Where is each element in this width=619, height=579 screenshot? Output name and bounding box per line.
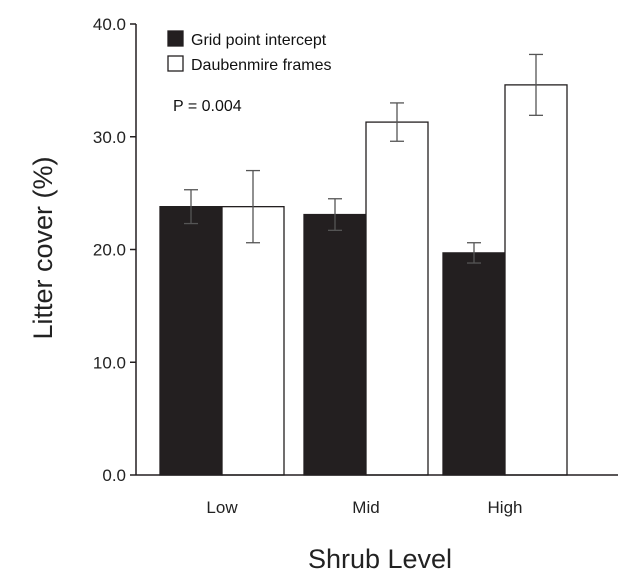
- p-value-annotation: P = 0.004: [173, 98, 242, 115]
- y-tick-label: 40.0: [93, 15, 126, 34]
- y-tick-label: 10.0: [93, 353, 126, 372]
- bar-grid-point-high: [442, 252, 506, 476]
- x-tick-label-low: Low: [206, 498, 238, 517]
- bar-daubenmire-low: [221, 206, 285, 476]
- legend-label-grid-point: Grid point intercept: [191, 32, 327, 49]
- y-tick-label: 30.0: [93, 128, 126, 147]
- bar-grid-point-mid: [303, 213, 367, 476]
- x-axis-title: Shrub Level: [308, 544, 452, 574]
- bar-daubenmire-high: [504, 84, 568, 476]
- legend-label-daubenmire: Daubenmire frames: [191, 57, 332, 74]
- y-tick-label: 20.0: [93, 241, 126, 260]
- y-tick-label: 0.0: [102, 466, 126, 485]
- legend-swatch-grid-point: [167, 30, 184, 47]
- bar-grid-point-low: [159, 206, 223, 476]
- legend: Grid point intercept Daubenmire frames: [167, 30, 332, 74]
- legend-swatch-daubenmire: [167, 55, 184, 72]
- plot-area: 0.0 10.0 20.0 30.0 40.0 Low Mid High: [93, 15, 618, 517]
- x-tick-label-mid: Mid: [352, 498, 379, 517]
- bar-daubenmire-mid: [365, 121, 429, 476]
- y-axis-title: Litter cover (%): [28, 156, 58, 339]
- x-tick-label-high: High: [488, 498, 523, 517]
